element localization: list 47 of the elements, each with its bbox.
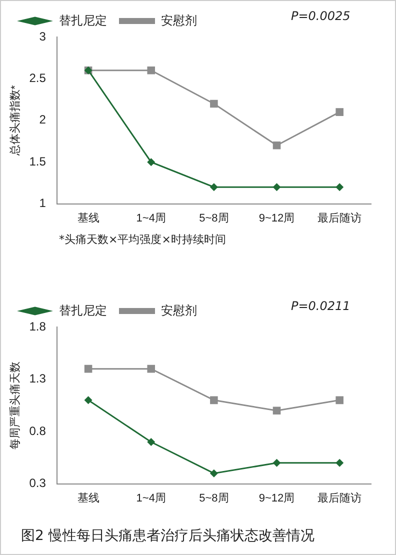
- point: [336, 458, 344, 467]
- y-axis-title: 每周严重头痛天数: [8, 361, 22, 450]
- x-tick-label: 最后随访: [318, 491, 362, 504]
- y-tick-label: 2.5: [29, 71, 46, 86]
- point: [272, 458, 281, 467]
- point: [147, 364, 156, 373]
- y-tick-label: 3: [39, 29, 46, 44]
- legend-label: 安慰剂: [161, 303, 197, 318]
- point: [336, 108, 344, 116]
- y-tick-label: 2: [39, 112, 46, 127]
- x-tick-label: 9~12周: [258, 212, 295, 224]
- text: *头痛天数×平均强度×时持续时间: [59, 232, 226, 247]
- x-tick-label: 5~8周: [199, 492, 229, 504]
- point: [84, 396, 92, 404]
- point: [272, 183, 281, 192]
- point: [84, 364, 92, 373]
- point: [147, 158, 156, 166]
- point: [210, 469, 218, 478]
- y-axis-title: 总体头痛指数*: [8, 84, 22, 157]
- point: [210, 396, 218, 404]
- x-tick-label: 1~4周: [136, 492, 166, 504]
- y-tick-label: 0.8: [29, 424, 46, 438]
- point: [272, 406, 281, 415]
- x-tick-label: 1~4周: [136, 212, 166, 224]
- x-tick-label: 最后随访: [318, 211, 362, 224]
- point: [272, 142, 281, 150]
- point: [336, 183, 344, 192]
- y-tick-label: 1: [39, 196, 46, 210]
- y-tick-label: 0.3: [29, 476, 46, 490]
- x-tick-label: 基线: [77, 211, 100, 224]
- point: [147, 66, 156, 74]
- text: P=0.0211: [291, 299, 350, 313]
- x-tick-label: 基线: [77, 491, 100, 504]
- y-tick-label: 1.3: [29, 372, 46, 386]
- point: [210, 100, 218, 108]
- legend-label: 替扎尼定: [59, 303, 107, 318]
- point: [336, 396, 344, 404]
- x-tick-label: 9~12周: [258, 492, 295, 504]
- y-tick-label: 1.8: [29, 319, 46, 334]
- y-tick-label: 1.5: [29, 154, 46, 168]
- text: P=0.0025: [291, 9, 350, 23]
- legend-label: 安慰剂: [161, 13, 197, 28]
- caption: 图2 慢性每日头痛患者治疗后头痛状态改善情况: [21, 527, 314, 545]
- legend-label: 替扎尼定: [59, 13, 107, 28]
- point: [147, 438, 156, 446]
- x-tick-label: 5~8周: [199, 212, 229, 224]
- point: [210, 183, 218, 192]
